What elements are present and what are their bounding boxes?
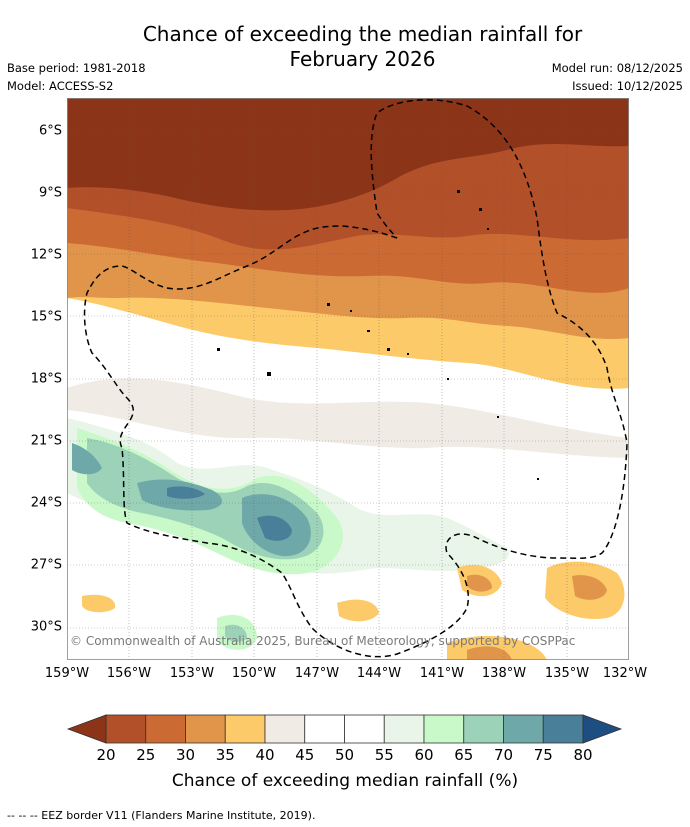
base-period-text: Base period: 1981-2018 bbox=[7, 61, 146, 75]
copyright-text: © Commonwealth of Australia 2025, Bureau… bbox=[70, 634, 576, 648]
lat-label: 27°S bbox=[30, 557, 62, 573]
map-frame bbox=[67, 98, 629, 660]
lat-label: 6°S bbox=[38, 123, 62, 139]
colorbar-tick-label: 70 bbox=[493, 746, 514, 764]
band-35-south-2 bbox=[82, 594, 116, 613]
colorbar-arrow-low bbox=[66, 714, 107, 744]
lon-label: 132°W bbox=[602, 666, 648, 681]
title-line-2: February 2026 bbox=[289, 47, 436, 71]
lon-label: 150°W bbox=[231, 666, 277, 681]
band-45-50 bbox=[67, 378, 629, 458]
band-75-80-west bbox=[72, 443, 102, 475]
map-title: Chance of exceeding the median rainfall … bbox=[0, 22, 690, 72]
lat-label: 24°S bbox=[30, 495, 62, 511]
eez-footnote: -- -- -- EEZ border V11 (Flanders Marine… bbox=[7, 809, 316, 822]
colorbar-swatch bbox=[264, 714, 306, 744]
colorbar-tick-label: 80 bbox=[573, 746, 593, 764]
colorbar-tick-label: 25 bbox=[136, 746, 156, 764]
lon-label: 141°W bbox=[419, 666, 465, 681]
eez-border-north bbox=[83, 99, 628, 658]
lon-label: 147°W bbox=[294, 666, 340, 681]
band-30-se-2 bbox=[467, 574, 492, 592]
colorbar-swatch bbox=[463, 714, 504, 744]
colorbar-tick-label: 35 bbox=[215, 746, 235, 764]
colorbar-swatch bbox=[423, 714, 465, 744]
colorbar-swatch bbox=[224, 714, 266, 744]
model-text: Model: ACCESS-S2 bbox=[7, 79, 114, 93]
lon-label: 144°W bbox=[356, 666, 402, 681]
colorbar-swatch bbox=[344, 714, 385, 744]
colorbar-arrow-high bbox=[582, 714, 623, 744]
colorbar-swatch bbox=[542, 714, 584, 744]
colorbar-tick-label: 60 bbox=[414, 746, 434, 764]
colorbar-tick-label: 75 bbox=[533, 746, 553, 764]
band-30-se-1 bbox=[572, 575, 607, 600]
colorbar-tick-label: 50 bbox=[334, 746, 355, 764]
lat-label: 15°S bbox=[30, 309, 62, 325]
lat-label: 12°S bbox=[30, 247, 62, 263]
islands bbox=[217, 190, 539, 480]
band-70-bottom bbox=[225, 624, 247, 642]
gridlines bbox=[67, 98, 629, 660]
colorbar-tick-label: 40 bbox=[255, 746, 275, 764]
lon-label: 156°W bbox=[106, 666, 152, 681]
colorbar-swatch bbox=[503, 714, 544, 744]
lon-label: 153°W bbox=[169, 666, 215, 681]
colorbar-tick-label: 55 bbox=[374, 746, 394, 764]
colorbar-tick-label: 45 bbox=[295, 746, 315, 764]
colorbar-tick-label: 30 bbox=[175, 746, 196, 764]
colorbar-swatch bbox=[304, 714, 345, 744]
colorbar-tick-label: 20 bbox=[96, 746, 116, 764]
band-80-plus-south bbox=[257, 515, 292, 541]
band-80-plus-central bbox=[167, 486, 205, 499]
meta-left: Base period: 1981-2018 Model: ACCESS-S2 bbox=[7, 59, 146, 95]
issued-text: Issued: 10/12/2025 bbox=[572, 79, 683, 93]
model-run-text: Model run: 08/12/2025 bbox=[551, 61, 683, 75]
lat-label: 18°S bbox=[30, 371, 62, 387]
title-line-1: Chance of exceeding the median rainfall … bbox=[142, 22, 583, 46]
band-30-bottom bbox=[467, 646, 512, 660]
rainfall-probability-map bbox=[67, 98, 629, 660]
colorbar-swatch bbox=[383, 714, 425, 744]
lat-label: 9°S bbox=[38, 185, 62, 201]
band-35-south-1 bbox=[337, 599, 379, 622]
colorbar bbox=[66, 714, 623, 744]
lon-label: 135°W bbox=[544, 666, 590, 681]
band-20-inner bbox=[67, 98, 629, 211]
colorbar-swatch bbox=[105, 714, 147, 744]
lat-label: 21°S bbox=[30, 433, 62, 449]
colorbar-swatch bbox=[145, 714, 186, 744]
colorbar-tick-label: 65 bbox=[454, 746, 474, 764]
meta-right: Model run: 08/12/2025 Issued: 10/12/2025 bbox=[552, 59, 683, 95]
lon-label: 159°W bbox=[44, 666, 90, 681]
lon-label: 138°W bbox=[481, 666, 527, 681]
colorbar-label: Chance of exceeding median rainfall (%) bbox=[171, 771, 519, 791]
colorbar-swatch bbox=[185, 714, 226, 744]
lat-label: 30°S bbox=[30, 619, 62, 635]
